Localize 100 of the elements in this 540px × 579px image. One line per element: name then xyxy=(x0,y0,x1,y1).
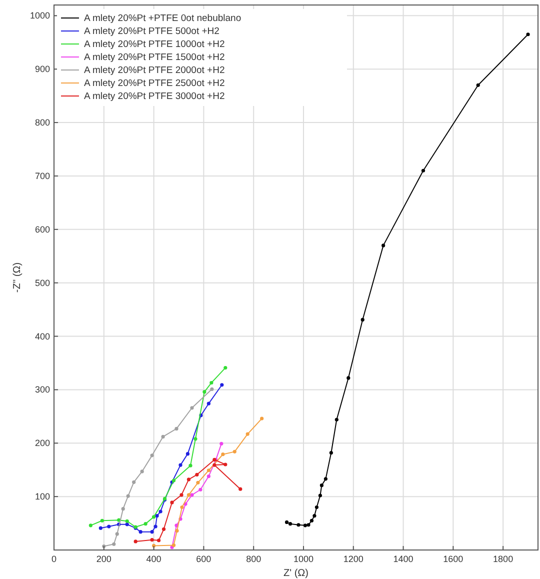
point xyxy=(246,432,250,436)
legend-label: A mlety 20%Pt PTFE 500ot +H2 xyxy=(84,26,220,37)
point xyxy=(194,437,198,441)
point xyxy=(312,514,316,518)
point xyxy=(324,477,328,481)
point xyxy=(125,519,129,523)
point xyxy=(150,530,154,534)
point xyxy=(198,488,202,492)
point xyxy=(170,500,174,504)
point xyxy=(156,538,161,542)
point xyxy=(221,452,225,456)
point xyxy=(121,507,125,511)
point xyxy=(107,524,111,528)
y-tick-label: 100 xyxy=(34,492,50,502)
point xyxy=(152,515,156,519)
point xyxy=(175,528,179,533)
point xyxy=(346,376,350,380)
y-tick-label: 300 xyxy=(34,384,50,395)
point xyxy=(186,452,190,456)
x-tick-label: 800 xyxy=(246,554,262,564)
point xyxy=(224,366,228,370)
point xyxy=(162,527,166,531)
x-axis-title: Z' (Ω) xyxy=(284,568,308,579)
y-tick-label: 900 xyxy=(34,64,50,74)
point xyxy=(284,520,289,524)
point xyxy=(206,468,210,472)
legend-label: A mlety 20%Pt PTFE 2000ot +H2 xyxy=(84,65,225,76)
point xyxy=(132,480,136,484)
point xyxy=(174,426,178,431)
point xyxy=(98,526,102,530)
point xyxy=(206,402,210,406)
point xyxy=(115,532,119,536)
point xyxy=(220,442,224,446)
point xyxy=(150,538,154,542)
point xyxy=(112,542,116,546)
point xyxy=(172,543,176,547)
point xyxy=(152,544,156,548)
legend-label: A mlety 20%Pt PTFE 1000ot +H2 xyxy=(84,39,225,50)
x-tick-label: 600 xyxy=(196,554,212,564)
point xyxy=(180,493,184,497)
point xyxy=(190,406,194,410)
point xyxy=(212,463,216,467)
point xyxy=(320,484,324,488)
point xyxy=(306,523,310,527)
point xyxy=(144,522,148,526)
point xyxy=(138,530,142,534)
x-tick-label: 1400 xyxy=(393,554,414,564)
y-tick-label: 600 xyxy=(34,224,50,234)
y-tick-label: 200 xyxy=(34,438,50,448)
point xyxy=(210,387,214,391)
point xyxy=(155,514,159,518)
point xyxy=(161,434,165,439)
point xyxy=(206,474,210,478)
point xyxy=(178,463,182,467)
legend-label: A mlety 20%Pt PTFE 1500ot +H2 xyxy=(84,52,225,63)
point xyxy=(526,32,530,36)
point xyxy=(421,168,426,172)
x-tick-label: 1000 xyxy=(293,554,314,564)
point xyxy=(303,524,308,528)
point xyxy=(318,494,322,498)
point xyxy=(126,494,130,498)
point xyxy=(288,522,292,526)
legend-label: A mlety 20%Pt PTFE 3000ot +H2 xyxy=(84,91,225,102)
point xyxy=(224,462,228,466)
point xyxy=(296,523,300,527)
point xyxy=(310,518,314,522)
point xyxy=(220,383,224,387)
point xyxy=(186,478,191,482)
point xyxy=(154,524,158,528)
point xyxy=(202,390,206,394)
point xyxy=(125,522,129,526)
y-tick-label: 800 xyxy=(34,118,50,128)
y-tick-label: 500 xyxy=(34,278,50,288)
point xyxy=(140,470,144,474)
point xyxy=(180,505,184,510)
point xyxy=(158,510,162,514)
point xyxy=(360,318,364,322)
point xyxy=(195,472,199,476)
point xyxy=(134,540,138,544)
legend-label: A mlety 20%Pt +PTFE 0ot nebublano xyxy=(84,13,242,24)
point xyxy=(196,480,200,484)
point xyxy=(314,505,319,510)
x-tick-label: 1200 xyxy=(343,554,364,564)
x-tick-label: 1800 xyxy=(493,554,514,564)
legend-label: A mlety 20%Pt PTFE 2500ot +H2 xyxy=(84,78,225,89)
point xyxy=(260,416,264,420)
point xyxy=(100,518,104,522)
point xyxy=(476,83,480,87)
point xyxy=(334,418,338,422)
point xyxy=(232,450,236,454)
point xyxy=(88,524,92,528)
x-tick-label: 400 xyxy=(146,554,162,564)
point xyxy=(382,244,386,248)
point xyxy=(186,493,191,497)
y-tick-label: 700 xyxy=(34,170,50,181)
y-tick-label: 400 xyxy=(34,331,50,342)
point xyxy=(190,493,194,497)
y-tick-label: 1000 xyxy=(30,10,50,21)
point xyxy=(329,450,333,455)
point xyxy=(150,454,154,458)
